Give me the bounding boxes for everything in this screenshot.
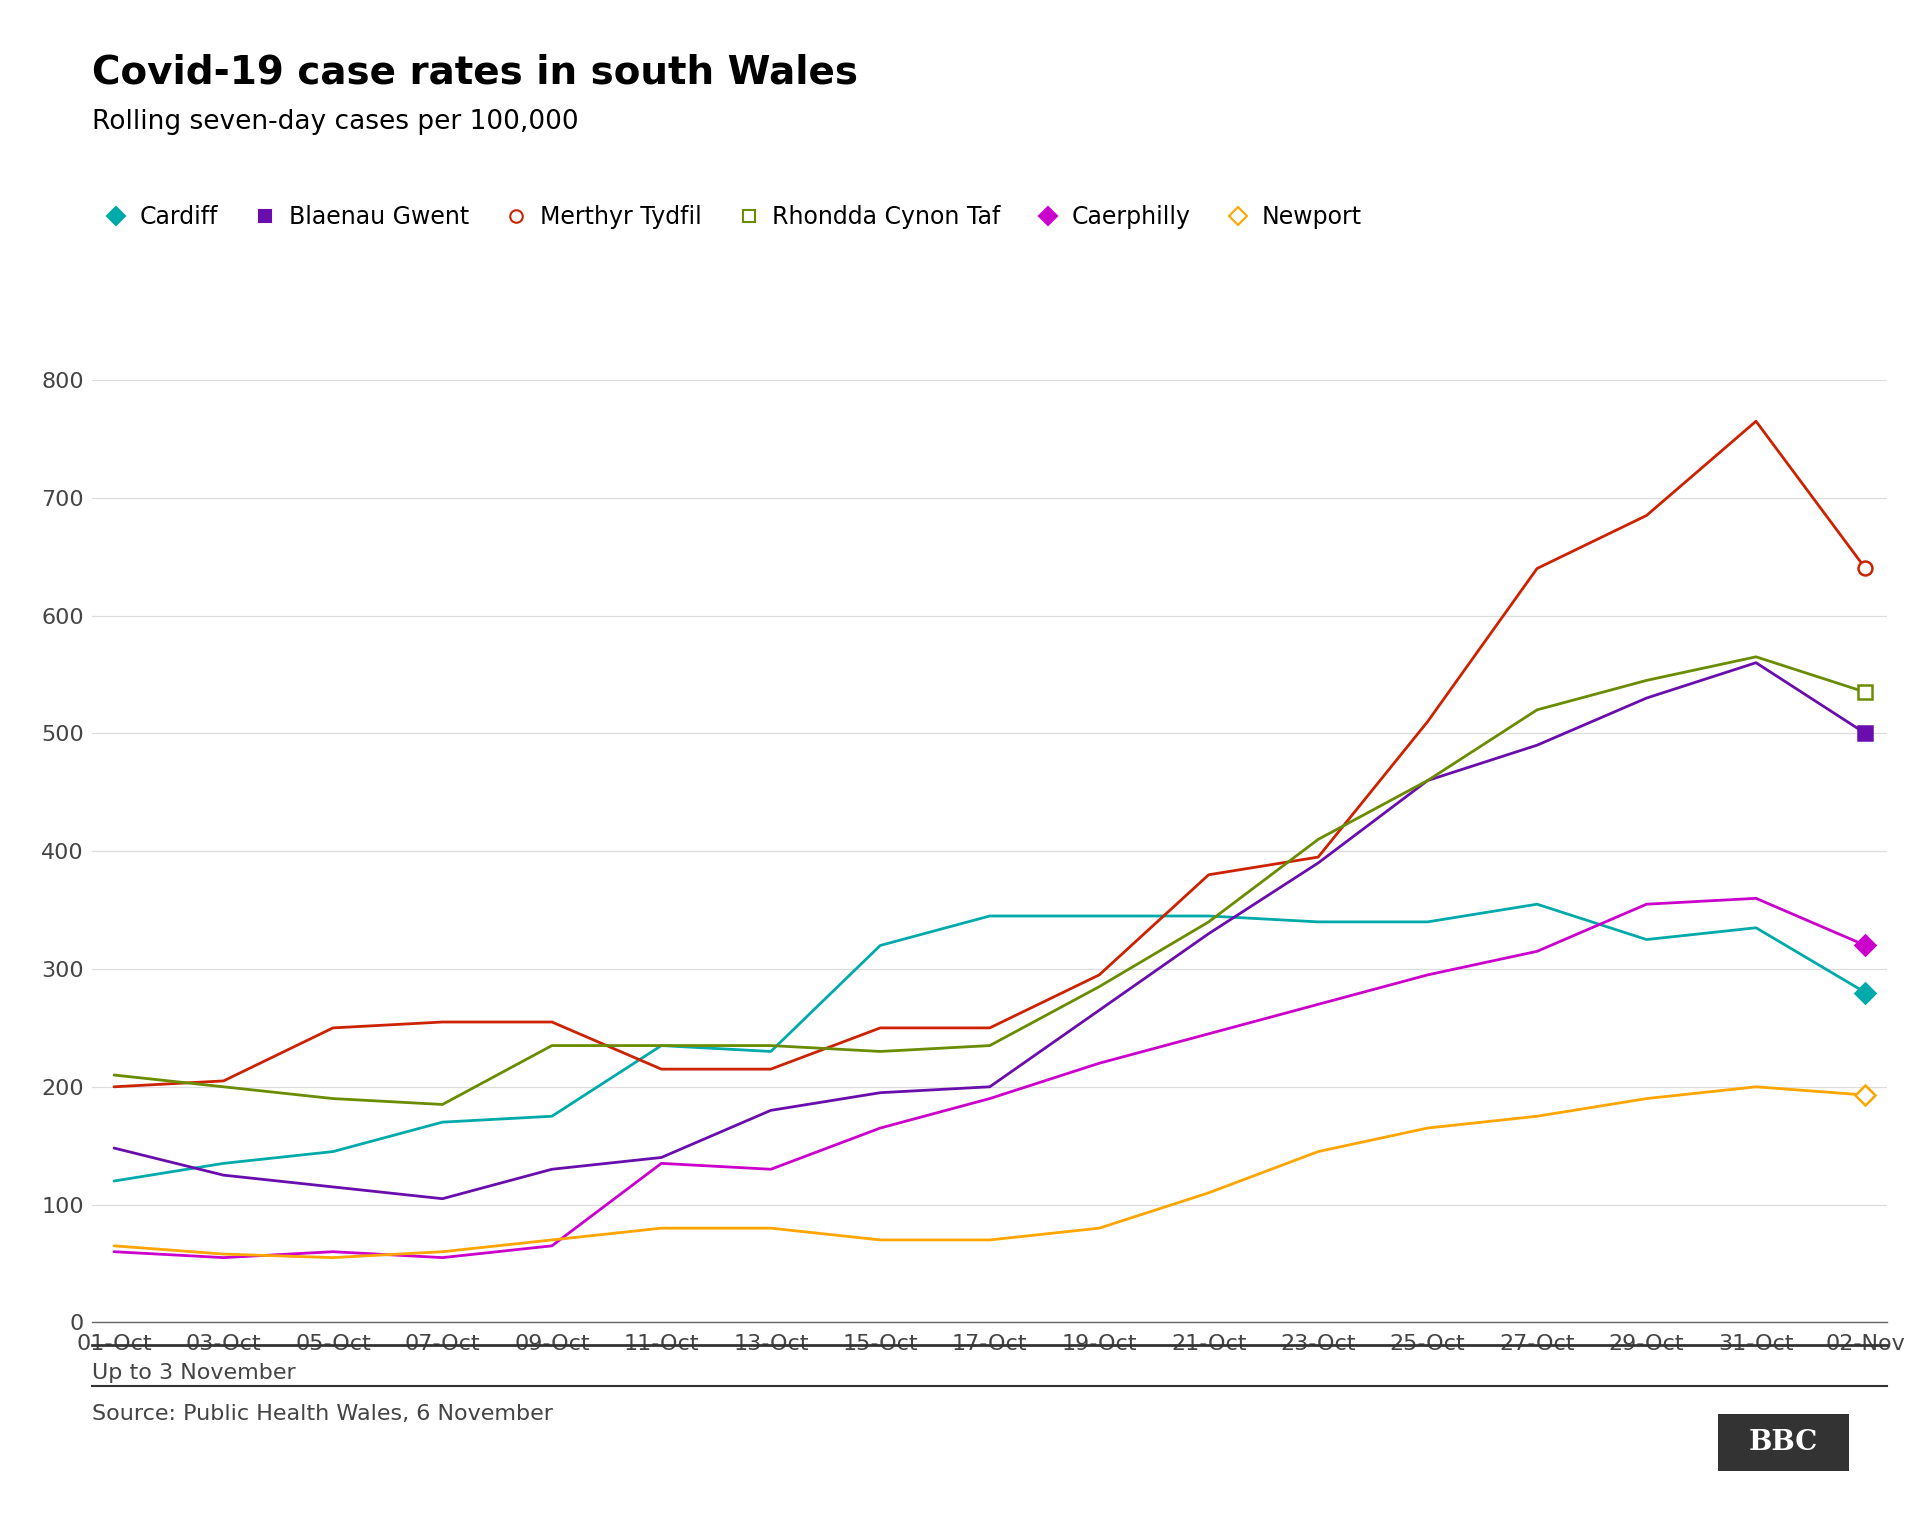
Text: Covid-19 case rates in south Wales: Covid-19 case rates in south Wales bbox=[92, 53, 858, 91]
Text: Up to 3 November: Up to 3 November bbox=[92, 1363, 296, 1383]
Text: Rolling seven-day cases per 100,000: Rolling seven-day cases per 100,000 bbox=[92, 109, 578, 135]
Text: BBC: BBC bbox=[1749, 1429, 1818, 1456]
Text: Source: Public Health Wales, 6 November: Source: Public Health Wales, 6 November bbox=[92, 1404, 553, 1424]
Legend: Cardiff, Blaenau Gwent, Merthyr Tydfil, Rhondda Cynon Taf, Caerphilly, Newport: Cardiff, Blaenau Gwent, Merthyr Tydfil, … bbox=[104, 205, 1361, 230]
